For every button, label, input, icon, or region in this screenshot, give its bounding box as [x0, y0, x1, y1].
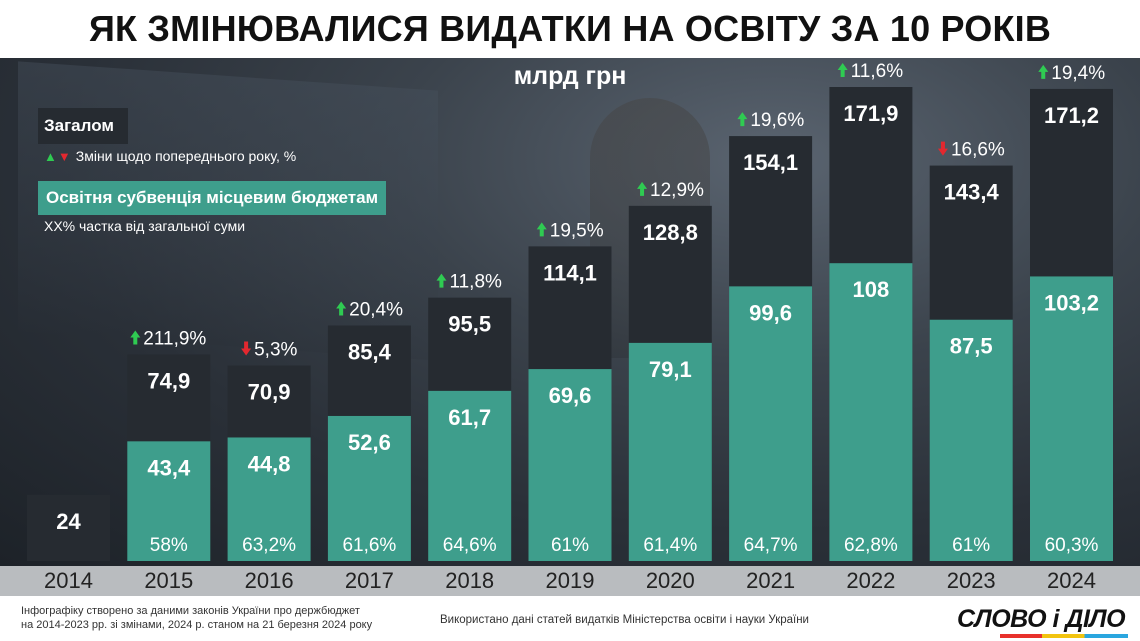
label-share-2019: 61%: [551, 535, 589, 556]
label-total-2023: 143,4: [944, 180, 1000, 205]
arrow-up-icon: [536, 222, 547, 237]
bar-subvention-2015: [127, 441, 211, 561]
label-total-2022: 171,9: [843, 101, 898, 126]
legend-total: Загалом: [38, 108, 128, 144]
label-subvention-2021: 99,6: [749, 300, 792, 325]
label-change-2023: 16,6%: [951, 140, 1005, 161]
label-share-2022: 62,8%: [844, 535, 898, 556]
tick-label-2020: 2020: [646, 568, 695, 593]
tick-label-2016: 2016: [245, 568, 294, 593]
tick-label-2014: 2014: [44, 568, 93, 593]
bar-subvention-2024: [1030, 276, 1113, 561]
legend-change-label: Зміни щодо попереднього року, %: [75, 148, 297, 164]
label-subvention-2022: 108: [853, 277, 890, 302]
arrow-up-icon: [837, 63, 848, 77]
footer: [0, 596, 1140, 641]
label-total-2020: 128,8: [643, 220, 698, 245]
bar-subvention-2023: [929, 319, 1013, 561]
footer-source-line-1: Інфографіку створено за даними законів У…: [21, 605, 360, 617]
arrow-up-icon: [737, 112, 748, 127]
tick-label-2022: 2022: [846, 568, 895, 593]
page-title: ЯК ЗМІНЮВАЛИСЯ ВИДАТКИ НА ОСВІТУ ЗА 10 Р…: [0, 0, 1140, 58]
bar-subvention-2021: [729, 286, 813, 561]
arrow-up-icon: ▲: [44, 148, 57, 164]
label-share-2015: 58%: [150, 535, 188, 556]
label-share-2024: 60,3%: [1045, 535, 1099, 556]
label-total-2016: 70,9: [248, 379, 291, 404]
label-subvention-2020: 79,1: [649, 357, 692, 382]
label-change-2021: 19,6%: [750, 110, 804, 131]
label-total-2018: 95,5: [448, 312, 491, 337]
arrow-up-icon: [1038, 64, 1049, 79]
label-total-2019: 114,1: [543, 260, 597, 285]
label-share-2017: 61,6%: [342, 535, 396, 556]
label-subvention-2023: 87,5: [950, 334, 993, 359]
footer-source: Інфографіку створено за даними законів У…: [21, 604, 401, 632]
label-share-2021: 64,7%: [744, 535, 798, 556]
label-share-2020: 61,4%: [643, 535, 697, 556]
label-change-2018: 11,8%: [449, 272, 502, 293]
tick-label-2021: 2021: [746, 568, 795, 593]
arrow-down-icon: [241, 341, 252, 356]
bar-subvention-2022: [829, 263, 913, 561]
bar-subvention-2020: [628, 342, 712, 561]
label-total-2014: 24: [56, 509, 81, 534]
legend-change: ▲ ▼ Зміни щодо попереднього року, %: [44, 148, 296, 164]
label-change-2017: 20,4%: [349, 300, 403, 321]
legend-share: XX% частка від загальної суми: [44, 218, 246, 234]
x-axis-strip: [0, 566, 1140, 596]
label-total-2015: 74,9: [147, 368, 190, 393]
bar-subvention-2017: [327, 415, 411, 561]
label-subvention-2019: 69,6: [549, 383, 592, 408]
bar-subvention-2018: [428, 390, 512, 561]
label-subvention-2017: 52,6: [348, 430, 391, 455]
legend-subvention: Освітня субвенція місцевим бюджетам: [38, 181, 387, 215]
label-share-2016: 63,2%: [242, 535, 296, 556]
label-subvention-2015: 43,4: [147, 455, 191, 480]
bar-total-2014: [27, 494, 110, 561]
tick-label-2018: 2018: [445, 568, 494, 593]
label-share-2023: 61%: [952, 535, 990, 556]
label-subvention-2016: 44,8: [248, 451, 291, 476]
arrow-up-icon: [336, 301, 347, 316]
label-subvention-2024: 103,2: [1044, 290, 1099, 315]
label-change-2024: 19,4%: [1051, 63, 1105, 84]
tick-label-2019: 2019: [546, 568, 595, 593]
arrow-down-icon: [937, 141, 948, 156]
label-total-2021: 154,1: [743, 150, 798, 175]
label-share-2018: 64,6%: [443, 535, 497, 556]
bar-subvention-2019: [528, 369, 612, 561]
arrow-down-icon: ▼: [57, 148, 71, 164]
footer-source-line-2: на 2014-2023 рр. зі змінами, 2024 р. ста…: [21, 619, 373, 631]
arrow-up-icon: [436, 273, 447, 288]
label-total-2017: 85,4: [348, 340, 392, 365]
footer-note: Використано дані статей видатків Міністе…: [440, 614, 809, 626]
label-total-2024: 171,2: [1044, 103, 1099, 128]
arrow-up-icon: [130, 330, 141, 345]
tick-label-2024: 2024: [1047, 568, 1096, 593]
label-change-2015: 211,9%: [143, 328, 206, 349]
label-subvention-2018: 61,7: [448, 405, 491, 430]
label-change-2022: 11,6%: [851, 61, 904, 82]
tick-label-2017: 2017: [345, 568, 394, 593]
logo: СЛОВО і ДІЛО: [957, 604, 1126, 633]
unit-label: млрд грн: [513, 62, 627, 90]
label-change-2020: 12,9%: [650, 180, 704, 201]
arrow-up-icon: [637, 181, 648, 196]
tick-label-2023: 2023: [947, 568, 996, 593]
label-change-2019: 19,5%: [550, 220, 604, 241]
bar-subvention-2016: [227, 437, 311, 561]
label-change-2016: 5,3%: [254, 339, 297, 360]
tick-label-2015: 2015: [144, 568, 193, 593]
logo-color-bar: [1000, 634, 1128, 638]
